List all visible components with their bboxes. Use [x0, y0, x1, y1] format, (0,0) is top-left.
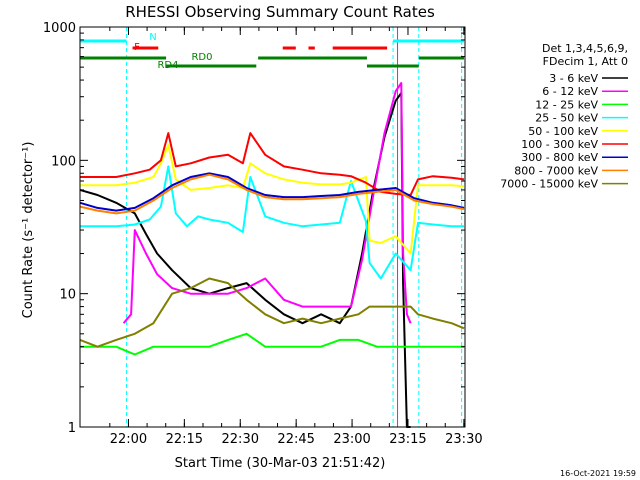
series-line-1 — [122, 82, 412, 324]
legend-label: 100 - 300 keV — [521, 138, 598, 151]
series-line-3 — [80, 165, 464, 280]
series-line-7 — [79, 173, 465, 215]
chart-title: RHESSI Observing Summary Count Rates — [125, 3, 435, 21]
series-line-2 — [80, 332, 464, 356]
legend-label: 6 - 12 keV — [542, 85, 598, 98]
y-tick-label: 10 — [59, 288, 76, 303]
legend-header-line-1: Det 1,3,4,5,6,9, — [542, 42, 628, 55]
plot-area: NF RD0 RD4 22:00 22:15 22:30 22:45 23:00 23:15 23… — [43, 21, 483, 447]
legend-label: 3 - 6 keV — [549, 72, 598, 85]
status-bar-label-n: N — [149, 32, 156, 43]
footer-timestamp: 16-Oct-2021 19:59 — [560, 469, 636, 478]
series-line-0 — [79, 92, 411, 428]
x-tick-label: 22:15 — [166, 432, 203, 447]
x-tick-label: 23:15 — [389, 432, 426, 447]
legend-label: 800 - 7000 keV — [514, 164, 598, 177]
y-tick-label: 1 — [68, 421, 76, 436]
x-tick-label: 23:00 — [333, 432, 370, 447]
status-bar-label-f: F — [134, 42, 140, 53]
legend-label: 50 - 100 keV — [528, 125, 598, 138]
x-tick-label: 22:00 — [110, 432, 147, 447]
legend: Det 1,3,4,5,6,9, FDecim 1, Att 0 3 - 6 k… — [500, 42, 628, 191]
series-line-8 — [79, 277, 465, 348]
x-tick-label: 23:30 — [445, 432, 482, 447]
legend-label: 300 - 800 keV — [521, 151, 598, 164]
axis-frame — [79, 26, 466, 428]
x-tick-label: 22:30 — [222, 432, 259, 447]
series-line-4 — [80, 144, 465, 255]
legend-label: 12 - 25 keV — [535, 98, 598, 111]
x-tick-label: 22:45 — [277, 432, 314, 447]
y-tick-label: 100 — [51, 154, 76, 169]
status-bar-label-rd0: RD0 — [191, 52, 212, 63]
y-tick-label: 1000 — [43, 21, 76, 36]
y-axis-label: Count Rate (s⁻¹ detector⁻¹) — [21, 142, 36, 319]
x-axis-label: Start Time (30-Mar-03 21:51:42) — [175, 456, 386, 471]
series-line-6 — [79, 172, 465, 212]
legend-header-line-2: FDecim 1, Att 0 — [543, 55, 628, 68]
legend-label: 25 - 50 keV — [535, 112, 598, 125]
legend-label: 7000 - 15000 keV — [500, 178, 598, 191]
status-bar-label-rd4: RD4 — [157, 60, 178, 71]
